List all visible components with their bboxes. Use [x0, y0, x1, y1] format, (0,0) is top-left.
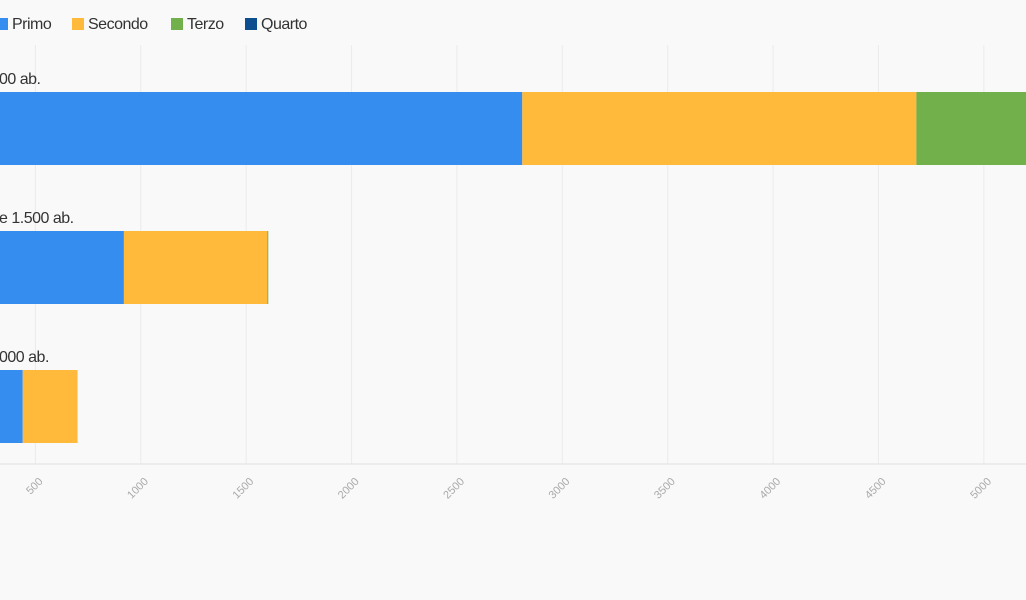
- x-tick-label: 3000: [547, 476, 573, 502]
- bar-segment: [22, 370, 78, 443]
- legend-label: Secondo: [88, 16, 148, 33]
- bar-segment: [267, 231, 269, 304]
- x-tick-label: 4000: [757, 476, 783, 502]
- x-tick-label: 5000: [968, 476, 994, 502]
- x-tick-label: 2500: [441, 476, 467, 502]
- legend-swatch: [72, 18, 84, 30]
- category-label: 000 ab.: [0, 349, 49, 366]
- legend-label: Primo: [12, 16, 52, 33]
- x-tick-label: 4500: [863, 476, 889, 502]
- legend-label: Terzo: [187, 16, 224, 33]
- x-tick-label: 500: [24, 476, 45, 497]
- x-tick-label: 1500: [231, 476, 257, 502]
- x-tick-label: 3500: [652, 476, 678, 502]
- bar-segment: [0, 231, 124, 304]
- category-label: 00 ab.: [0, 71, 40, 88]
- bar-segment: [522, 92, 917, 165]
- bar-segment: [916, 92, 1026, 165]
- bar-segment: [0, 370, 23, 443]
- bar-segment: [123, 231, 268, 304]
- legend-swatch: [245, 18, 257, 30]
- bar-segment: [0, 92, 523, 165]
- x-tick-label: 2000: [336, 476, 362, 502]
- legend-swatch: [0, 18, 8, 30]
- legend-label: Quarto: [261, 16, 308, 33]
- x-tick-label: 1000: [125, 476, 151, 502]
- category-label: e 1.500 ab.: [0, 210, 74, 227]
- legend-swatch: [171, 18, 183, 30]
